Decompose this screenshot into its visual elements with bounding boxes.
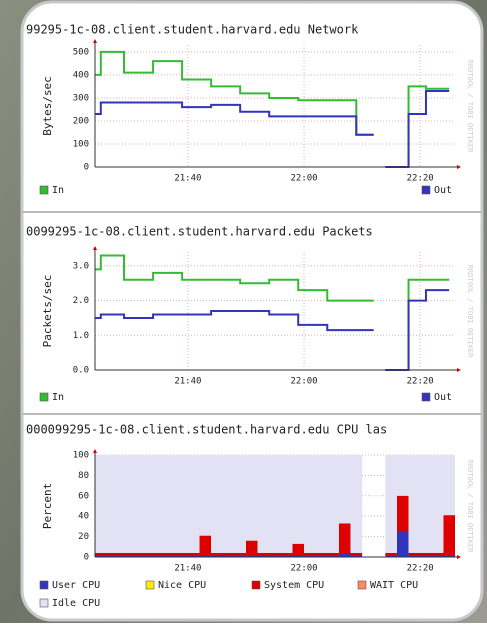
axis-arrow bbox=[457, 165, 461, 169]
y-tick-label: 100 bbox=[73, 139, 89, 149]
legend-swatch bbox=[421, 392, 431, 402]
y-tick-label: 2.0 bbox=[73, 296, 89, 306]
x-tick-label: 22:20 bbox=[407, 174, 434, 184]
axis-arrow bbox=[93, 39, 97, 43]
legend-swatch bbox=[421, 185, 431, 195]
y-axis-label: Percent bbox=[41, 483, 54, 529]
chart-title: 0099295-1c-08.client.student.harvard.edu… bbox=[26, 225, 373, 239]
charts: 99295-1c-08.client.student.harvard.edu N… bbox=[22, 23, 482, 609]
y-tick-label: 1.0 bbox=[73, 331, 89, 341]
x-tick-label: 22:00 bbox=[290, 174, 317, 184]
legend-swatch bbox=[39, 185, 49, 195]
legend-label: In bbox=[52, 185, 64, 196]
legend-label: Out bbox=[434, 185, 452, 196]
x-tick-label: 22:00 bbox=[290, 564, 317, 574]
x-tick-label: 21:40 bbox=[174, 564, 201, 574]
legend-label: WAIT CPU bbox=[370, 580, 418, 591]
y-tick-label: 40 bbox=[78, 512, 89, 522]
legend-label: Nice CPU bbox=[158, 580, 206, 591]
x-tick-label: 22:20 bbox=[407, 564, 434, 574]
x-tick-label: 22:20 bbox=[407, 377, 434, 387]
y-tick-label: 3.0 bbox=[73, 261, 89, 271]
watermark: RRDTOOL / TOBI OETIKER bbox=[466, 265, 474, 359]
legend-label: In bbox=[52, 392, 64, 403]
watermark: RRDTOOL / TOBI OETIKER bbox=[466, 460, 474, 554]
y-tick-label: 0 bbox=[84, 553, 89, 563]
legend-swatch bbox=[357, 580, 367, 590]
y-tick-label: 300 bbox=[73, 93, 89, 103]
x-tick-label: 21:40 bbox=[174, 174, 201, 184]
chart-title: 000099295-1c-08.client.student.harvard.e… bbox=[26, 423, 387, 437]
y-tick-label: 60 bbox=[78, 491, 89, 501]
y-tick-label: 500 bbox=[73, 47, 89, 57]
y-tick-label: 400 bbox=[73, 70, 89, 80]
axis-arrow bbox=[93, 449, 97, 453]
legend-swatch bbox=[251, 580, 261, 590]
legend-label: Idle CPU bbox=[52, 598, 100, 609]
y-tick-label: 0.0 bbox=[73, 366, 89, 376]
legend-swatch bbox=[39, 580, 49, 590]
legend-label: System CPU bbox=[264, 580, 324, 591]
axis-arrow bbox=[93, 246, 97, 250]
legend-swatch bbox=[39, 392, 49, 402]
legend-label: User CPU bbox=[52, 580, 100, 591]
x-tick-label: 22:00 bbox=[290, 377, 317, 387]
x-tick-label: 21:40 bbox=[174, 377, 201, 387]
y-tick-label: 200 bbox=[73, 116, 89, 126]
axis-arrow bbox=[457, 555, 461, 559]
legend-label: Out bbox=[434, 392, 452, 403]
chart-title: 99295-1c-08.client.student.harvard.edu N… bbox=[26, 23, 359, 37]
axis-arrow bbox=[457, 368, 461, 372]
series-area bbox=[95, 455, 455, 553]
y-tick-label: 20 bbox=[78, 532, 89, 542]
y-tick-label: 100 bbox=[73, 451, 89, 461]
y-tick-label: 0 bbox=[84, 163, 89, 173]
y-axis-label: Bytes/sec bbox=[41, 76, 54, 136]
legend-swatch bbox=[145, 580, 155, 590]
watermark: RRDTOOL / TOBI OETIKER bbox=[466, 60, 474, 154]
y-axis-label: Packets/sec bbox=[41, 275, 54, 348]
y-tick-label: 80 bbox=[78, 471, 89, 481]
legend-swatch bbox=[39, 598, 49, 608]
